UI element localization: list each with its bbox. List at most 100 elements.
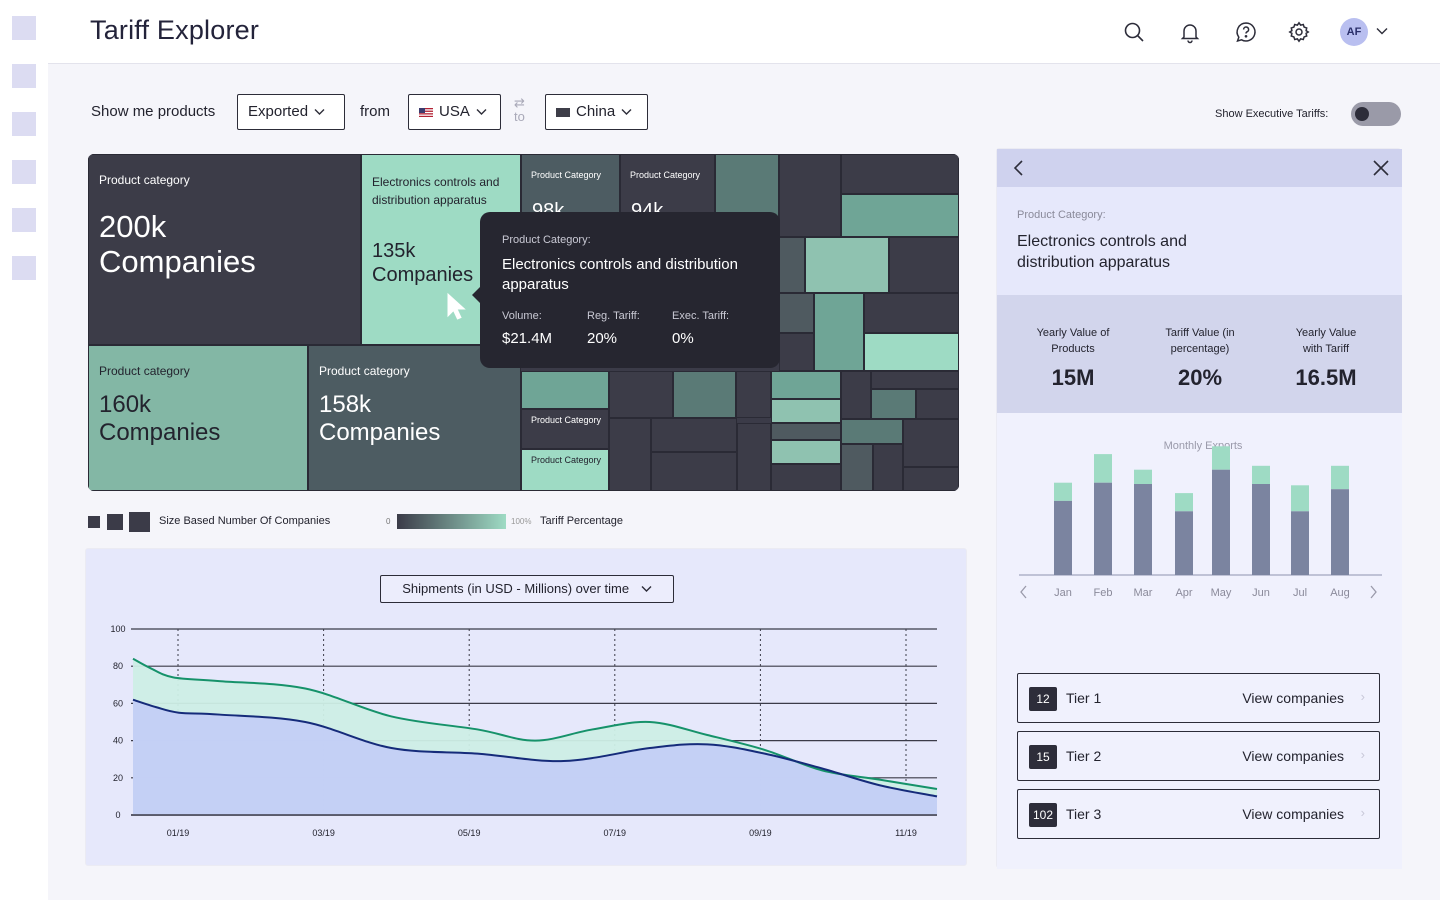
- stat-label: Yearly Value with Tariff: [1295, 327, 1357, 355]
- treemap-tile[interactable]: Product Category: [521, 409, 609, 449]
- treemap-tile[interactable]: Product category 200k Companies: [88, 154, 361, 345]
- exec-tariffs-label: Show Executive Tariffs:: [1215, 108, 1329, 120]
- close-icon[interactable]: [1373, 160, 1389, 176]
- tier-row[interactable]: 15 Tier 2 View companies ›: [1017, 731, 1380, 781]
- rail-nav-item-1[interactable]: [12, 16, 36, 40]
- tariff-max-label: 100%: [511, 517, 532, 526]
- treemap-tile[interactable]: [673, 371, 736, 418]
- treemap-tile[interactable]: Product Category: [521, 449, 609, 491]
- x-tick-label: Aug: [1330, 587, 1350, 599]
- treemap-tile[interactable]: [521, 371, 609, 409]
- direction-value: Exported: [248, 103, 309, 120]
- to-country-value: China: [576, 103, 616, 120]
- tile-unit: Companies: [319, 419, 441, 446]
- treemap-tile[interactable]: [771, 464, 841, 491]
- treemap-tile[interactable]: [771, 371, 841, 399]
- treemap-tile[interactable]: [737, 423, 771, 491]
- treemap-tile[interactable]: Product category 160k Companies: [88, 345, 308, 491]
- treemap-tile[interactable]: [771, 399, 841, 423]
- tooltip-reg-tariff-label: Reg. Tariff:: [587, 310, 640, 322]
- treemap-tile[interactable]: [903, 467, 959, 491]
- treemap-tile[interactable]: [903, 419, 959, 467]
- bar-tariff: [1212, 446, 1230, 470]
- treemap-tile[interactable]: [805, 237, 889, 293]
- view-companies-link[interactable]: View companies: [1242, 748, 1344, 764]
- treemap-tile[interactable]: [841, 194, 959, 237]
- tier-row[interactable]: 102 Tier 3 View companies ›: [1017, 789, 1380, 839]
- tier-row[interactable]: 12 Tier 1 View companies ›: [1017, 673, 1380, 723]
- treemap-tile[interactable]: [841, 419, 903, 444]
- back-icon[interactable]: [1012, 160, 1026, 176]
- chevron-right-icon: ›: [1360, 747, 1365, 762]
- rail-nav-item-4[interactable]: [12, 160, 36, 184]
- x-tick-label: 09/19: [749, 828, 772, 838]
- treemap-tile[interactable]: [889, 237, 959, 293]
- treemap-tile[interactable]: [609, 418, 651, 491]
- rail-nav-item-6[interactable]: [12, 256, 36, 280]
- us-flag-icon: [419, 107, 433, 117]
- x-tick-label: 05/19: [458, 828, 481, 838]
- treemap-tile[interactable]: [779, 293, 814, 333]
- bell-icon[interactable]: [1178, 20, 1202, 44]
- bar-base: [1331, 489, 1349, 575]
- x-tick-label: Jun: [1252, 587, 1270, 599]
- treemap-tile[interactable]: [916, 389, 959, 419]
- tile-label: Product category: [319, 364, 410, 378]
- x-tick-label: Jul: [1293, 587, 1307, 599]
- treemap-tile[interactable]: [841, 444, 873, 491]
- treemap-tile[interactable]: [871, 389, 916, 419]
- from-country-value: USA: [439, 103, 470, 120]
- treemap-tile[interactable]: [651, 452, 737, 491]
- left-rail: ︿: [0, 0, 62, 900]
- treemap-tile[interactable]: [814, 293, 864, 371]
- rail-nav-item-5[interactable]: [12, 208, 36, 232]
- x-tick-label: 07/19: [604, 828, 627, 838]
- x-tick-label: 01/19: [167, 828, 190, 838]
- help-icon[interactable]: [1234, 20, 1258, 44]
- treemap-tile[interactable]: [873, 444, 903, 491]
- treemap-tile[interactable]: [771, 423, 841, 440]
- from-country-select[interactable]: USA: [408, 94, 501, 130]
- exec-tariffs-toggle[interactable]: [1351, 102, 1401, 126]
- treemap-tile[interactable]: [779, 333, 814, 371]
- tier-name: Tier 1: [1066, 690, 1102, 706]
- search-icon[interactable]: [1122, 20, 1146, 44]
- treemap-tile[interactable]: [779, 237, 805, 293]
- treemap-tile[interactable]: [871, 371, 959, 389]
- detail-body: Monthly Exports Jan Feb Mar Apr May Jun Jul Aug …: [997, 413, 1402, 869]
- treemap-tile[interactable]: [864, 333, 959, 371]
- chevron-down-icon[interactable]: [1375, 24, 1389, 38]
- treemap-tile[interactable]: [864, 293, 959, 333]
- swap-direction[interactable]: ⇄ to: [514, 96, 525, 124]
- rail-nav-item-2[interactable]: [12, 64, 36, 88]
- bar-base: [1212, 469, 1230, 575]
- rail-nav-item-3[interactable]: [12, 112, 36, 136]
- avatar[interactable]: AF: [1340, 18, 1368, 46]
- tier-name: Tier 3: [1066, 806, 1102, 822]
- monthly-exports-chart: Monthly Exports Jan Feb Mar Apr May Jun Jul Aug: [1019, 440, 1382, 599]
- treemap-tile[interactable]: [736, 371, 771, 418]
- tooltip-exec-tariff-label: Exec. Tariff:: [672, 310, 730, 322]
- treemap-tile[interactable]: [771, 440, 841, 464]
- direction-select[interactable]: Exported: [237, 94, 345, 130]
- chart-metric-select[interactable]: Shipments (in USD - Millions) over time: [380, 575, 674, 603]
- treemap-tile[interactable]: [651, 418, 737, 452]
- gear-icon[interactable]: [1287, 20, 1311, 44]
- treemap-tile[interactable]: [609, 371, 673, 418]
- tooltip-volume-label: Volume:: [502, 310, 542, 322]
- treemap-tile[interactable]: [841, 371, 871, 419]
- treemap-tile[interactable]: [779, 154, 841, 237]
- size-swatch-large: [129, 512, 150, 532]
- tile-value: 200k: [99, 209, 167, 244]
- main-content: Show me products Exported from USA ⇄ to …: [48, 64, 1440, 900]
- treemap-tile[interactable]: Product category 158k Companies: [308, 345, 521, 491]
- size-swatch-medium: [107, 514, 123, 530]
- treemap-tile[interactable]: [841, 154, 959, 194]
- view-companies-link[interactable]: View companies: [1242, 690, 1344, 706]
- treemap-tile[interactable]: Product Category 94k: [620, 154, 715, 222]
- tier-count-badge: 15: [1029, 745, 1057, 769]
- to-country-select[interactable]: China: [545, 94, 648, 130]
- treemap-tile[interactable]: Product Category 98k: [521, 154, 620, 222]
- view-companies-link[interactable]: View companies: [1242, 806, 1344, 822]
- pointer-cursor-icon: [447, 292, 466, 320]
